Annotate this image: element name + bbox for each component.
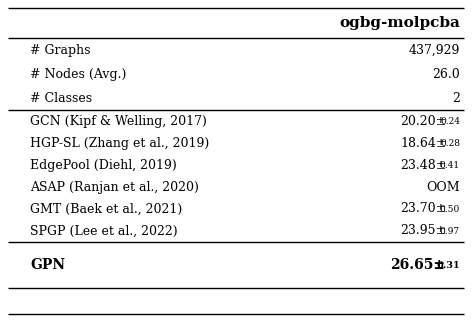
Text: # Graphs: # Graphs [30,43,91,56]
Text: 437,929: 437,929 [409,43,460,56]
Text: ogbg-molpcba: ogbg-molpcba [339,16,460,30]
Text: # Classes: # Classes [30,91,92,105]
Text: 18.64±: 18.64± [400,137,447,149]
Text: GCN (Kipf & Welling, 2017): GCN (Kipf & Welling, 2017) [30,115,207,128]
Text: 0.28: 0.28 [440,138,460,147]
Text: HGP-SL (Zhang et al., 2019): HGP-SL (Zhang et al., 2019) [30,137,209,149]
Text: 23.70±: 23.70± [400,203,447,215]
Text: 20.20±: 20.20± [400,115,447,128]
Text: 26.65±: 26.65± [390,258,446,272]
Text: 26.0: 26.0 [432,68,460,80]
Text: 23.48±: 23.48± [400,158,447,172]
Text: ASAP (Ranjan et al., 2020): ASAP (Ranjan et al., 2020) [30,181,199,194]
Text: GPN: GPN [30,258,65,272]
Text: 0.31: 0.31 [437,260,460,270]
Text: 0.24: 0.24 [440,117,460,126]
Text: 0.97: 0.97 [440,226,460,235]
Text: 0.41: 0.41 [440,160,460,169]
Text: SPGP (Lee et al., 2022): SPGP (Lee et al., 2022) [30,224,177,238]
Text: 0.50: 0.50 [440,204,460,213]
Text: EdgePool (Diehl, 2019): EdgePool (Diehl, 2019) [30,158,177,172]
Text: 2: 2 [452,91,460,105]
Text: # Nodes (Avg.): # Nodes (Avg.) [30,68,126,80]
Text: 23.95±: 23.95± [400,224,447,238]
Text: GMT (Baek et al., 2021): GMT (Baek et al., 2021) [30,203,182,215]
Text: OOM: OOM [426,181,460,194]
